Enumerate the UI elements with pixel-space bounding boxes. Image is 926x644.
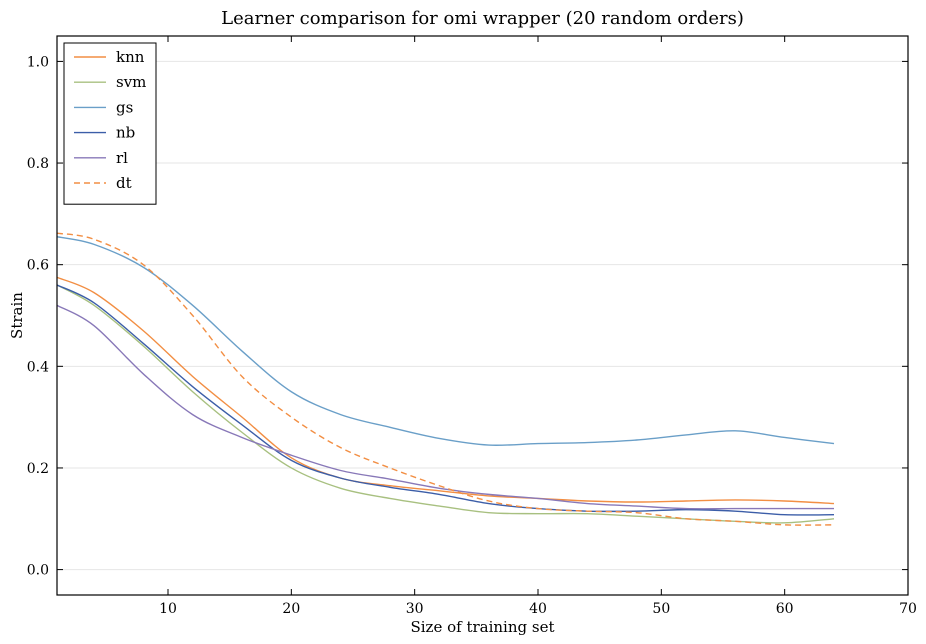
x-tick-label-3: 40 — [529, 601, 547, 617]
y-tick-label-4: 0.8 — [27, 156, 49, 172]
x-axis-tick-labels: 10 20 30 40 50 60 70 — [159, 601, 917, 617]
axis-ticks — [57, 36, 909, 595]
legend-label-gs: gs — [116, 98, 133, 116]
legend-label-dt: dt — [116, 174, 132, 192]
series-line-nb — [56, 284, 835, 516]
legend-label-knn: knn — [116, 48, 145, 66]
legend-label-svm: svm — [116, 73, 146, 91]
grid — [57, 60, 908, 571]
y-tick-label-3: 0.6 — [27, 258, 49, 274]
y-axis-label: Strain — [8, 292, 26, 339]
series-line-gs — [56, 236, 835, 446]
chart-title: Learner comparison for omi wrapper (20 r… — [221, 8, 744, 29]
x-tick-label-4: 50 — [652, 601, 670, 617]
y-tick-label-0: 0.0 — [27, 563, 49, 579]
legend-label-nb: nb — [116, 124, 135, 142]
y-tick-label-1: 0.2 — [27, 461, 49, 477]
series-line-rl — [56, 304, 834, 510]
x-tick-label-1: 20 — [282, 601, 300, 617]
x-tick-label-5: 60 — [776, 601, 794, 617]
x-tick-label-0: 10 — [159, 601, 177, 617]
legend: knn svm gs nb rl dt — [63, 42, 157, 205]
x-tick-label-6: 70 — [899, 601, 917, 617]
y-axis-tick-labels: 0.0 0.2 0.4 0.6 0.8 1.0 — [27, 54, 49, 578]
y-tick-label-2: 0.4 — [27, 359, 49, 375]
legend-label-rl: rl — [116, 149, 128, 167]
x-tick-label-2: 30 — [406, 601, 424, 617]
x-axis-label: Size of training set — [410, 618, 554, 636]
legend-box — [63, 42, 157, 205]
series-lines — [56, 232, 835, 526]
series-line-knn — [56, 276, 835, 505]
plot-area-frame — [56, 35, 909, 596]
y-tick-label-5: 1.0 — [27, 54, 49, 70]
series-line-dt — [56, 232, 835, 526]
